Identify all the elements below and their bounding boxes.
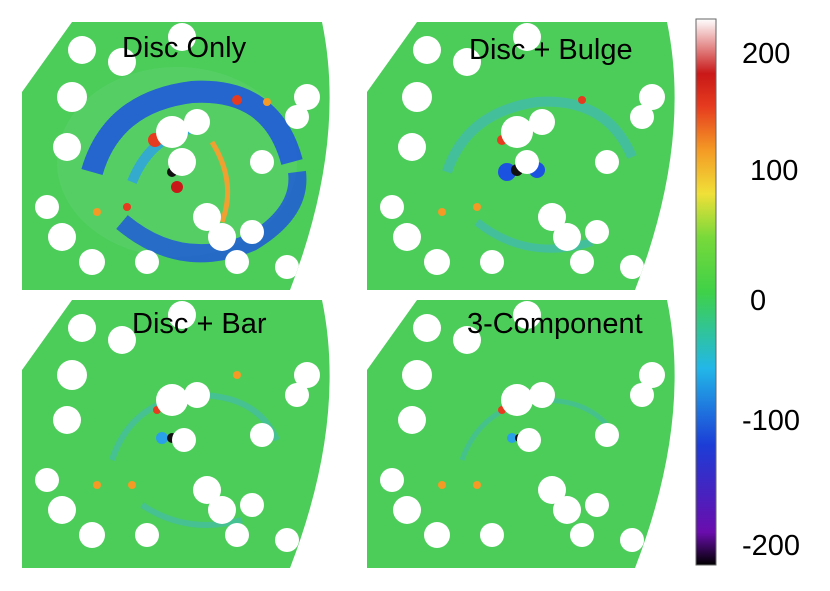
- residual-map-three-component: [367, 300, 675, 568]
- panel-disc-only: Disc Only: [22, 22, 344, 290]
- panel-three-component: 3-Component: [367, 300, 689, 568]
- panel-title-disc-bulge: Disc + Bulge: [469, 34, 633, 66]
- colorbar-tick-200: 200: [742, 38, 791, 70]
- colorbar-tick-0: 0: [750, 285, 767, 317]
- residual-map-disc-bulge: [367, 22, 675, 290]
- colorbar-tick-100: 100: [750, 155, 799, 187]
- panel-disc-bar: Disc + Bar: [22, 300, 344, 568]
- panel-title-three-component: 3-Component: [467, 308, 643, 340]
- residual-map-disc-bar: [22, 300, 330, 568]
- colorbar: [695, 18, 717, 571]
- panel-title-disc-bar: Disc + Bar: [132, 308, 267, 340]
- colorbar-tick-minus-200: -200: [742, 530, 801, 562]
- panel-disc-bulge: Disc + Bulge: [367, 22, 689, 290]
- colorbar-gradient: [695, 18, 717, 566]
- colorbar-tick-minus-100: -100: [742, 405, 801, 437]
- panel-title-disc-only: Disc Only: [122, 32, 247, 64]
- residual-map-disc-only: [22, 22, 330, 290]
